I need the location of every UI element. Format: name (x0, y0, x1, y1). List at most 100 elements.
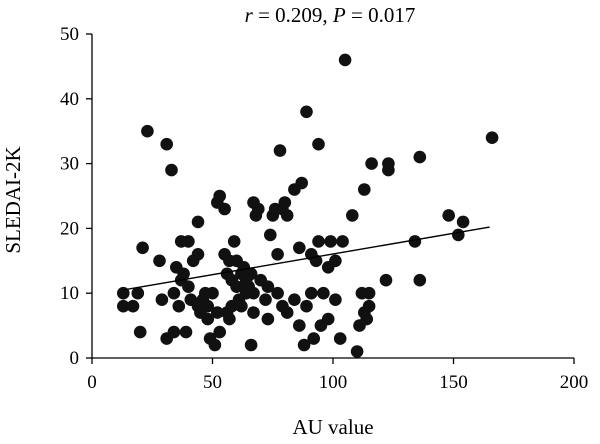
data-point-90 (300, 299, 313, 313)
data-point-29 (191, 215, 205, 229)
data-point-115 (261, 312, 275, 326)
data-point-91 (305, 286, 318, 300)
data-point-28 (456, 215, 470, 229)
data-point-37 (336, 235, 349, 248)
data-point-0 (338, 53, 352, 67)
data-point-26 (346, 209, 359, 222)
data-point-40 (153, 254, 166, 268)
y-tick-label-0: 0 (70, 348, 80, 369)
data-point-121 (333, 332, 347, 345)
y-tick-label-20: 20 (60, 218, 79, 239)
data-point-63 (261, 280, 275, 294)
data-point-39 (136, 241, 149, 255)
axes: 0 50 100 150 200 0 10 20 30 40 50 (60, 24, 588, 393)
data-point-97 (413, 273, 427, 287)
y-axis-title: SLEDAI-2K (1, 146, 25, 253)
y-tick-label-40: 40 (60, 89, 79, 110)
data-point-114 (247, 306, 260, 319)
data-point-73 (155, 293, 169, 307)
data-point-120 (293, 319, 306, 332)
data-point-56 (329, 254, 342, 268)
data-point-104 (167, 325, 181, 339)
data-point-110 (213, 325, 226, 339)
x-axis-title: AU value (292, 415, 373, 439)
chart-title: r = 0.209, P = 0.017 (245, 3, 416, 27)
data-point-38 (408, 235, 422, 248)
data-point-101 (353, 319, 366, 332)
data-point-10 (165, 163, 178, 177)
data-point-93 (329, 293, 342, 307)
data-point-85 (259, 293, 272, 307)
data-point-2 (485, 131, 499, 144)
data-point-95 (362, 286, 376, 300)
data-point-70 (131, 286, 145, 300)
data-point-4 (160, 137, 173, 151)
data-point-65 (182, 280, 195, 294)
plot-area (117, 53, 499, 358)
data-point-34 (227, 235, 241, 248)
data-point-21 (249, 209, 263, 222)
data-point-92 (317, 286, 330, 300)
data-point-22 (266, 209, 280, 222)
data-point-89 (288, 293, 301, 307)
data-point-13 (288, 183, 301, 196)
x-tick-label-50: 50 (203, 372, 222, 393)
data-point-31 (264, 228, 277, 242)
data-point-74 (167, 286, 181, 300)
title-p-symbol: P (332, 3, 346, 27)
data-point-109 (208, 338, 222, 352)
data-point-6 (312, 137, 325, 151)
data-point-17 (218, 202, 231, 216)
data-point-24 (278, 196, 292, 209)
data-point-79 (211, 306, 224, 319)
x-tick-label-150: 150 (439, 372, 468, 393)
regression-line (123, 226, 490, 291)
x-tick-label-100: 100 (319, 372, 348, 393)
data-point-35 (312, 235, 325, 248)
data-point-51 (271, 248, 284, 261)
data-point-30 (452, 228, 465, 242)
data-point-11 (382, 163, 395, 177)
data-point-102 (133, 325, 147, 339)
data-point-88 (280, 306, 294, 319)
data-point-75 (172, 299, 186, 313)
title-r-text: = 0.209, (253, 3, 333, 27)
data-point-67 (206, 286, 219, 300)
data-point-71 (117, 299, 130, 313)
data-point-116 (297, 338, 311, 352)
data-point-7 (413, 150, 427, 164)
data-point-5 (273, 144, 287, 157)
data-point-117 (307, 332, 321, 345)
data-point-59 (230, 280, 243, 294)
y-tick-label-10: 10 (60, 283, 79, 304)
x-tick-label-0: 0 (87, 372, 97, 393)
data-point-96 (379, 273, 393, 287)
data-point-111 (223, 312, 236, 326)
data-point-36 (324, 235, 337, 248)
title-p-text: = 0.017 (346, 3, 416, 27)
data-point-33 (182, 235, 195, 248)
y-tick-label-50: 50 (60, 24, 79, 45)
data-point-112 (235, 299, 248, 313)
data-point-25 (280, 209, 294, 222)
data-point-72 (126, 299, 140, 313)
x-tick-label-200: 200 (560, 372, 589, 393)
data-point-3 (141, 124, 154, 138)
data-point-52 (293, 241, 306, 255)
data-point-84 (247, 286, 260, 300)
data-point-86 (271, 286, 284, 300)
data-point-27 (442, 209, 456, 222)
data-point-107 (201, 312, 214, 326)
data-point-105 (179, 325, 193, 339)
data-point-113 (244, 338, 258, 352)
data-point-14 (358, 183, 371, 196)
data-point-8 (365, 157, 378, 170)
y-tick-label-30: 30 (60, 154, 79, 175)
data-point-119 (321, 312, 335, 326)
data-point-1 (300, 105, 313, 119)
data-point-44 (191, 248, 205, 261)
title-r-symbol: r (245, 3, 254, 27)
data-point-99 (362, 299, 376, 313)
data-point-122 (350, 345, 364, 358)
